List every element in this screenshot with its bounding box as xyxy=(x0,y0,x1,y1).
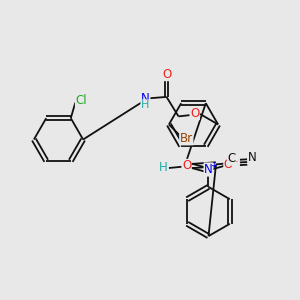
Text: Br: Br xyxy=(180,132,193,145)
Text: H: H xyxy=(159,161,168,174)
Text: N: N xyxy=(248,151,257,164)
Text: +: + xyxy=(210,160,217,169)
Text: N: N xyxy=(204,163,213,176)
Text: O⁻: O⁻ xyxy=(224,158,239,172)
Text: O: O xyxy=(182,159,191,172)
Text: Cl: Cl xyxy=(76,94,87,107)
Text: H: H xyxy=(141,100,150,110)
Text: N: N xyxy=(141,92,150,106)
Text: O: O xyxy=(162,68,171,81)
Text: C: C xyxy=(227,152,236,165)
Text: O: O xyxy=(190,106,199,120)
